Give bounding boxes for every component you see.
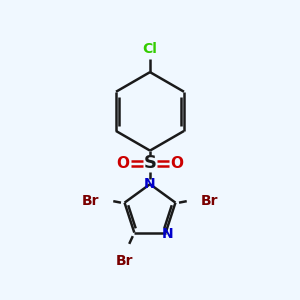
Text: O: O	[117, 156, 130, 171]
Text: Br: Br	[82, 194, 99, 208]
Text: Cl: Cl	[142, 42, 158, 56]
Text: N: N	[161, 227, 173, 241]
Text: Br: Br	[201, 194, 218, 208]
Text: N: N	[144, 177, 156, 191]
Text: S: S	[143, 154, 157, 172]
Text: O: O	[170, 156, 183, 171]
Text: Br: Br	[116, 254, 133, 268]
